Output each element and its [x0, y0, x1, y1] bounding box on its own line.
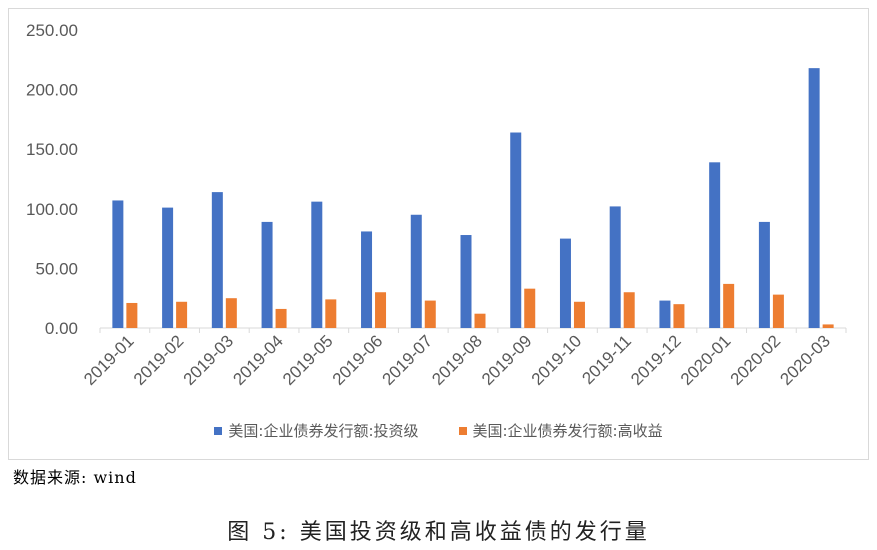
chart-frame [8, 8, 869, 460]
bar-high-yield [474, 313, 486, 328]
bar-investment-grade [559, 238, 571, 328]
bar-investment-grade [112, 200, 124, 328]
x-tick-label: 2019-09 [478, 331, 536, 389]
bar-investment-grade [162, 207, 174, 328]
bar-investment-grade [609, 206, 621, 328]
bar-investment-grade [659, 300, 671, 328]
x-tick-label: 2019-07 [379, 331, 437, 389]
legend-label-investment-grade: 美国:企业债券发行额:投资级 [228, 422, 419, 440]
figure-caption: 图 5: 美国投资级和高收益债的发行量 [227, 520, 650, 545]
x-tick-label: 2019-06 [329, 331, 387, 389]
bar-investment-grade [460, 235, 472, 328]
x-tick-label: 2019-01 [80, 331, 138, 389]
y-tick-label: 0.00 [45, 319, 78, 338]
bar-investment-grade [261, 221, 273, 328]
x-tick-label: 2019-03 [180, 331, 238, 389]
x-tick-label: 2019-12 [627, 331, 685, 389]
legend-swatch-high-yield [458, 426, 467, 435]
bar-chart: 0.00 50.00 100.00 150.00 200.00 250.00 2019-01… [26, 21, 847, 389]
y-tick-label: 50.00 [35, 259, 78, 278]
bar-high-yield [126, 302, 138, 328]
bar-high-yield [673, 304, 685, 328]
x-tick-label: 2019-11 [578, 331, 635, 388]
y-tick-label: 200.00 [26, 81, 78, 100]
x-tick-label: 2019-04 [229, 331, 287, 389]
legend-item-investment-grade: 美国:企业债券发行额:投资级 [214, 420, 419, 441]
bar-high-yield [176, 301, 188, 328]
bar-investment-grade [709, 162, 721, 328]
x-tick-label: 2020-01 [677, 331, 735, 389]
bar-high-yield [375, 292, 387, 328]
x-tick-label: 2020-03 [776, 331, 834, 389]
legend-item-high-yield: 美国:企业债券发行额:高收益 [458, 420, 663, 441]
bar-high-yield [772, 294, 784, 328]
bar-high-yield [573, 301, 585, 328]
bar-investment-grade [211, 192, 223, 328]
bar-high-yield [275, 308, 287, 328]
bar-high-yield [325, 299, 337, 328]
x-tick-label: 2019-10 [528, 331, 586, 389]
bar-high-yield [524, 288, 536, 328]
bar-investment-grade [510, 132, 522, 328]
bar-high-yield [623, 292, 635, 328]
bar-high-yield [822, 324, 834, 328]
chart-legend: 美国:企业债券发行额:投资级 美国:企业债券发行额:高收益 [0, 420, 877, 441]
bar-investment-grade [410, 214, 422, 328]
bar-investment-grade [311, 201, 323, 328]
bar-investment-grade [758, 221, 770, 328]
y-tick-label: 150.00 [26, 140, 78, 159]
legend-label-high-yield: 美国:企业债券发行额:高收益 [472, 422, 663, 440]
legend-swatch-investment-grade [214, 426, 223, 435]
x-tick-label: 2020-02 [727, 331, 785, 389]
y-tick-label: 250.00 [26, 21, 78, 40]
y-tick-label: 100.00 [26, 200, 78, 219]
bar-high-yield [424, 300, 436, 328]
x-tick-label: 2019-02 [130, 331, 188, 389]
data-source-note: 数据来源: wind [13, 468, 137, 487]
bar-investment-grade [808, 68, 820, 329]
x-tick-label: 2019-08 [428, 331, 486, 389]
x-tick-label: 2019-05 [279, 331, 337, 389]
bar-high-yield [225, 298, 237, 328]
bar-high-yield [723, 283, 735, 328]
bar-investment-grade [361, 231, 373, 328]
